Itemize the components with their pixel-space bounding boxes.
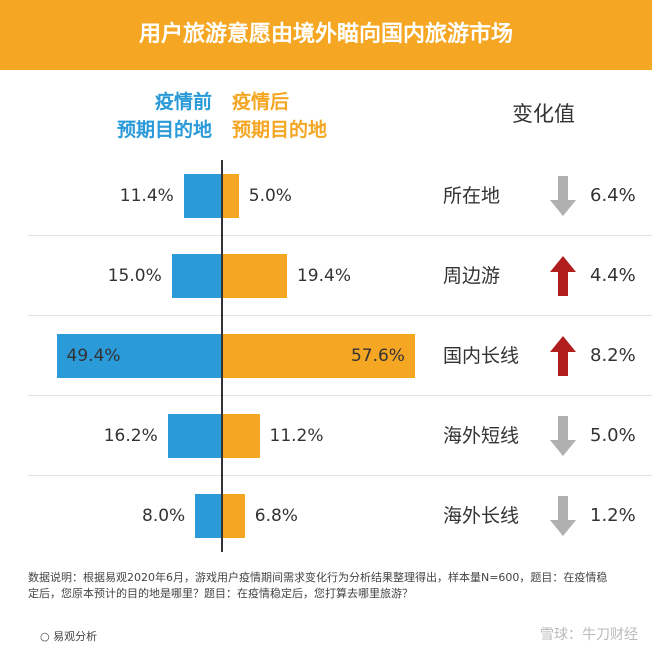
category-label: 所在地 xyxy=(443,185,501,207)
change-value: 6.4% xyxy=(590,185,636,206)
category-label: 海外长线 xyxy=(443,505,520,527)
bar-after xyxy=(222,254,287,298)
value-label-before: 49.4% xyxy=(66,346,121,366)
value-label-after: 6.8% xyxy=(254,506,298,526)
arrow-down-icon xyxy=(550,416,576,456)
title-banner xyxy=(0,0,652,70)
value-label-after: 19.4% xyxy=(296,266,351,286)
row-separator xyxy=(28,235,652,236)
category-label: 海外短线 xyxy=(443,425,520,447)
bar-before xyxy=(56,334,222,378)
legend-after-line1: 疫情后 xyxy=(232,91,290,113)
arrow-down-icon xyxy=(550,496,576,536)
value-label-after: 11.2% xyxy=(269,426,324,446)
value-label-after: 57.6% xyxy=(350,346,405,366)
source-label: ○ 易观分析 xyxy=(40,630,98,643)
row-separator xyxy=(28,315,652,316)
category-label: 国内长线 xyxy=(443,345,520,367)
arrow-down-icon xyxy=(550,176,576,216)
change-header: 变化值 xyxy=(512,102,575,126)
bar-after xyxy=(222,334,415,378)
center-axis xyxy=(221,160,223,552)
bar-after xyxy=(222,494,245,538)
change-value: 1.2% xyxy=(590,505,636,526)
value-label-before: 11.4% xyxy=(119,186,174,206)
bar-before xyxy=(195,494,222,538)
arrow-up-icon xyxy=(550,336,576,376)
value-label-after: 5.0% xyxy=(248,186,292,206)
change-value: 8.2% xyxy=(590,345,636,366)
legend-before: 疫情前 预期目的地 xyxy=(117,88,212,144)
chart-title: 用户旅游意愿由境外瞄向国内旅游市场 xyxy=(138,22,513,47)
footnote: 数据说明：根据易观2020年6月，游戏用户疫情期间需求变化行为分析结果整理得出，… xyxy=(28,571,608,600)
value-label-before: 15.0% xyxy=(107,266,162,286)
bar-before xyxy=(183,174,222,218)
row-separator xyxy=(28,475,652,476)
arrow-up-icon xyxy=(550,256,576,296)
value-label-before: 8.0% xyxy=(142,506,186,526)
bar-after xyxy=(222,414,260,458)
category-label: 周边游 xyxy=(443,265,501,287)
value-label-before: 16.2% xyxy=(103,426,158,446)
bar-after xyxy=(222,174,239,218)
change-value: 4.4% xyxy=(590,265,636,286)
legend-before-line2: 预期目的地 xyxy=(116,119,212,141)
legend-before-line1: 疫情前 xyxy=(154,91,212,113)
watermark: 雪球：牛刀财经 xyxy=(540,627,638,643)
bar-before xyxy=(171,254,222,298)
legend-after-line2: 预期目的地 xyxy=(232,119,328,141)
bar-before xyxy=(167,414,222,458)
change-value: 5.0% xyxy=(590,425,636,446)
legend-after: 疫情后 预期目的地 xyxy=(232,88,327,144)
row-separator xyxy=(28,395,652,396)
